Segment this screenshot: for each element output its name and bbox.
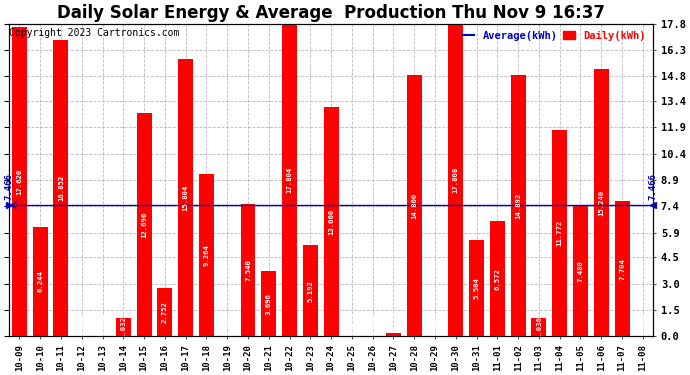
Bar: [448, 24, 463, 336]
Bar: [241, 204, 255, 336]
Text: 0.044: 0.044: [349, 313, 355, 334]
Bar: [490, 221, 505, 336]
Text: 0.000: 0.000: [99, 314, 106, 336]
Text: 3.696: 3.696: [266, 293, 272, 315]
Text: 7.704: 7.704: [619, 258, 625, 280]
Text: 1.036: 1.036: [536, 316, 542, 338]
Bar: [32, 226, 48, 336]
Bar: [324, 107, 339, 336]
Bar: [178, 59, 193, 336]
Bar: [573, 205, 588, 336]
Bar: [54, 40, 68, 336]
Text: Copyright 2023 Cartronics.com: Copyright 2023 Cartronics.com: [9, 28, 179, 38]
Bar: [469, 240, 484, 336]
Title: Daily Solar Energy & Average  Production Thu Nov 9 16:37: Daily Solar Energy & Average Production …: [57, 4, 605, 22]
Text: 13.060: 13.060: [328, 209, 334, 235]
Text: 15.804: 15.804: [183, 184, 188, 211]
Bar: [282, 24, 297, 336]
Text: 17.804: 17.804: [286, 167, 293, 193]
Text: 7.466: 7.466: [649, 173, 658, 200]
Text: 14.892: 14.892: [515, 192, 521, 219]
Legend: Average(kWh), Daily(kWh): Average(kWh), Daily(kWh): [460, 29, 648, 43]
Text: 0.000: 0.000: [640, 314, 646, 336]
Bar: [199, 174, 214, 336]
Text: 6.572: 6.572: [494, 268, 500, 290]
Text: 0.000: 0.000: [370, 314, 375, 336]
Bar: [531, 318, 546, 336]
Text: 12.696: 12.696: [141, 212, 147, 238]
Bar: [386, 333, 401, 336]
Text: 15.240: 15.240: [598, 189, 604, 216]
Text: 0.024: 0.024: [432, 313, 438, 335]
Text: 5.504: 5.504: [473, 277, 480, 299]
Text: 16.852: 16.852: [58, 175, 64, 201]
Bar: [157, 288, 172, 336]
Bar: [511, 75, 526, 336]
Text: 5.192: 5.192: [307, 280, 313, 302]
Text: 7.540: 7.540: [245, 259, 251, 281]
Text: 14.860: 14.860: [411, 193, 417, 219]
Text: 7.466: 7.466: [5, 173, 14, 200]
Bar: [303, 245, 318, 336]
Bar: [594, 69, 609, 336]
Text: 0.000: 0.000: [79, 314, 85, 336]
Text: 9.264: 9.264: [204, 244, 210, 266]
Text: 7.480: 7.480: [578, 260, 584, 282]
Bar: [116, 318, 131, 336]
Bar: [552, 130, 567, 336]
Bar: [406, 75, 422, 336]
Text: 1.032: 1.032: [120, 316, 126, 338]
Text: 2.752: 2.752: [162, 301, 168, 323]
Bar: [615, 201, 629, 336]
Text: 0.216: 0.216: [391, 310, 397, 332]
Text: 17.620: 17.620: [17, 168, 22, 195]
Bar: [12, 27, 27, 336]
Text: 6.244: 6.244: [37, 270, 43, 292]
Text: 11.772: 11.772: [557, 220, 562, 246]
Bar: [137, 113, 152, 336]
Bar: [262, 272, 276, 336]
Text: 17.808: 17.808: [453, 167, 459, 193]
Text: 0.000: 0.000: [224, 314, 230, 336]
